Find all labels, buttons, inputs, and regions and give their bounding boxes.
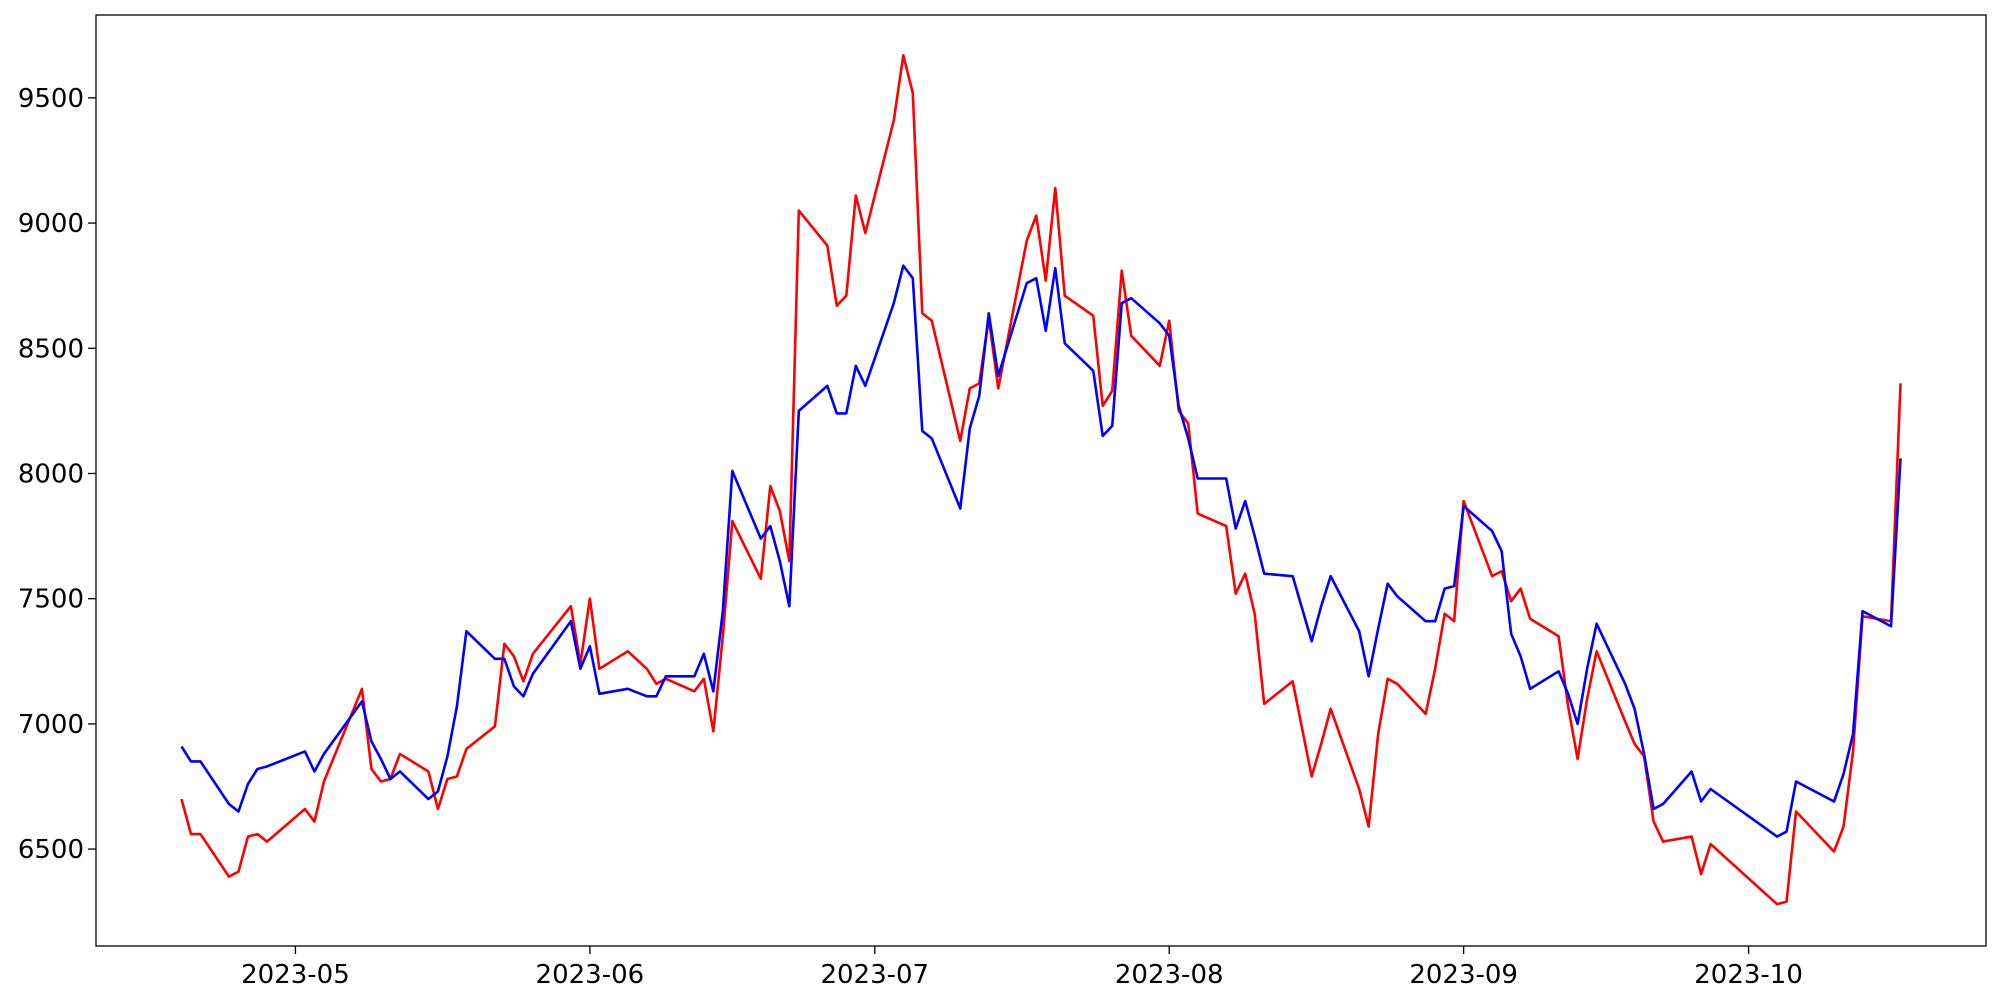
y-tick-label: 7000 (18, 710, 84, 740)
x-tick-label: 2023-09 (1409, 960, 1518, 990)
y-tick-label: 8000 (18, 459, 84, 489)
data-line (180, 264, 1902, 838)
x-tick-label: 2023-06 (536, 960, 645, 990)
y-tick-label: 8500 (18, 334, 84, 364)
x-tick-label: 2023-05 (241, 960, 350, 990)
y-tick-label: 9500 (18, 84, 84, 114)
x-tick-label: 2023-07 (820, 960, 929, 990)
plot-frame (95, 14, 1987, 947)
y-tick-label: 6500 (18, 835, 84, 865)
data-line (180, 54, 1902, 906)
y-tick-label: 9000 (18, 209, 84, 239)
x-tick-label: 2023-08 (1115, 960, 1224, 990)
x-tick-label: 2023-10 (1694, 960, 1803, 990)
y-tick-label: 7500 (18, 585, 84, 615)
